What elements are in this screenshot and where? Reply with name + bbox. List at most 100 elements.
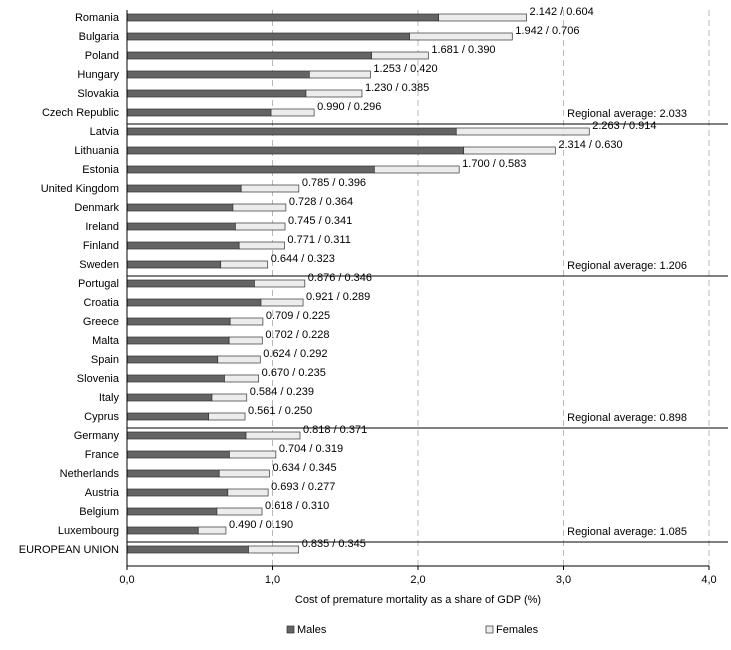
bar-males — [126, 70, 310, 79]
bars — [126, 13, 590, 554]
bar-males — [126, 51, 372, 60]
bar-males — [126, 412, 209, 421]
category-label: EUROPEAN UNION — [19, 544, 119, 556]
bar-males — [126, 146, 465, 155]
category-label: Sweden — [79, 259, 119, 271]
bar-females — [374, 165, 460, 174]
bar-males — [126, 260, 222, 269]
value-label: 0.704 / 0.319 — [279, 443, 343, 455]
value-label: 0.490 / 0.190 — [229, 519, 293, 531]
bar-females — [216, 507, 263, 516]
category-label: Austria — [85, 487, 120, 499]
category-label: Latvia — [90, 126, 120, 138]
x-tick-label: 2,0 — [410, 574, 425, 586]
bar-females — [227, 488, 269, 497]
category-label: Ireland — [85, 221, 119, 233]
category-label: Malta — [92, 335, 120, 347]
bar-males — [126, 336, 230, 345]
legend: Males Females — [286, 624, 539, 636]
bar-males — [126, 222, 236, 231]
bar-males — [126, 184, 242, 193]
bar-males — [126, 469, 220, 478]
value-label: 0.876 / 0.346 — [308, 272, 372, 284]
x-tick-label: 0,0 — [119, 574, 134, 586]
category-label: Belgium — [79, 506, 119, 518]
bar-males — [126, 279, 255, 288]
category-label: Poland — [85, 50, 119, 62]
value-label: 0.818 / 0.371 — [303, 424, 367, 436]
value-label: 0.990 / 0.296 — [317, 101, 381, 113]
bar-females — [240, 184, 300, 193]
value-label: 0.771 / 0.311 — [287, 234, 350, 246]
bar-females — [217, 355, 261, 364]
category-label: Netherlands — [60, 468, 120, 480]
category-label: United Kingdom — [41, 183, 119, 195]
value-label: 0.693 / 0.277 — [271, 481, 335, 493]
value-label: 0.709 / 0.225 — [266, 310, 330, 322]
category-label: Germany — [74, 430, 120, 442]
regional-average-label: Regional average: 1.206 — [567, 260, 687, 272]
bar-females — [208, 412, 246, 421]
bar-females — [308, 70, 371, 79]
bar-males — [126, 545, 249, 554]
bar-males — [126, 355, 219, 364]
legend-swatch-females — [485, 625, 494, 634]
value-label: 0.745 / 0.341 — [288, 215, 352, 227]
x-tick-label: 3,0 — [556, 574, 571, 586]
bar-females — [211, 393, 248, 402]
category-label: Cyprus — [84, 411, 119, 423]
bar-females — [218, 469, 270, 478]
value-label: 0.702 / 0.228 — [265, 329, 329, 341]
value-label: 0.728 / 0.364 — [289, 196, 353, 208]
category-label: Lithuania — [74, 145, 120, 157]
category-label: Romania — [75, 12, 120, 24]
bar-females — [245, 431, 301, 440]
bar-males — [126, 431, 247, 440]
category-label: Slovakia — [77, 88, 119, 100]
value-label: 0.670 / 0.235 — [262, 367, 326, 379]
regional-average-annotations: Regional average: 2.033 Regional average:… — [567, 108, 687, 538]
category-label: Portugal — [78, 278, 119, 290]
bar-females — [235, 222, 286, 231]
bar-males — [126, 526, 199, 535]
bar-males — [126, 127, 457, 136]
regional-average-label: Regional average: 1.085 — [567, 526, 687, 538]
regional-average-label: Regional average: 2.033 — [567, 108, 687, 120]
bar-males — [126, 450, 230, 459]
value-label: 2.314 / 0.630 — [558, 139, 622, 151]
category-label: Finland — [83, 240, 119, 252]
value-label: 0.644 / 0.323 — [271, 253, 335, 265]
value-label: 0.584 / 0.239 — [250, 386, 314, 398]
bar-females — [224, 374, 260, 383]
value-label: 0.618 / 0.310 — [265, 500, 329, 512]
category-label: Bulgaria — [79, 31, 120, 43]
bar-females — [463, 146, 556, 155]
bar-males — [126, 108, 272, 117]
value-label: 2.142 / 0.604 — [530, 6, 594, 18]
value-label: 1.253 / 0.420 — [373, 63, 437, 75]
value-label: 1.942 / 0.706 — [515, 25, 579, 37]
category-label: Denmark — [74, 202, 119, 214]
category-label: Greece — [83, 316, 119, 328]
category-label: Hungary — [77, 69, 119, 81]
value-label: 2.263 / 0.914 — [592, 120, 656, 132]
bar-males — [126, 89, 307, 98]
gridlines — [272, 10, 710, 566]
value-label: 0.561 / 0.250 — [248, 405, 312, 417]
bar-males — [126, 203, 234, 212]
bar-females — [371, 51, 429, 60]
legend-label-females: Females — [496, 624, 539, 636]
bar-females — [228, 336, 263, 345]
bar-males — [126, 317, 231, 326]
value-label: 0.624 / 0.292 — [263, 348, 327, 360]
bar-females — [238, 241, 285, 250]
bar-males — [126, 298, 262, 307]
bar-males — [126, 488, 229, 497]
category-label: Estonia — [82, 164, 120, 176]
x-axis: 0,0 1,0 2,0 3,0 4,0 — [119, 10, 717, 586]
bar-males — [126, 241, 240, 250]
legend-swatch-males — [286, 625, 295, 634]
category-label: Luxembourg — [58, 525, 119, 537]
bar-females — [260, 298, 304, 307]
